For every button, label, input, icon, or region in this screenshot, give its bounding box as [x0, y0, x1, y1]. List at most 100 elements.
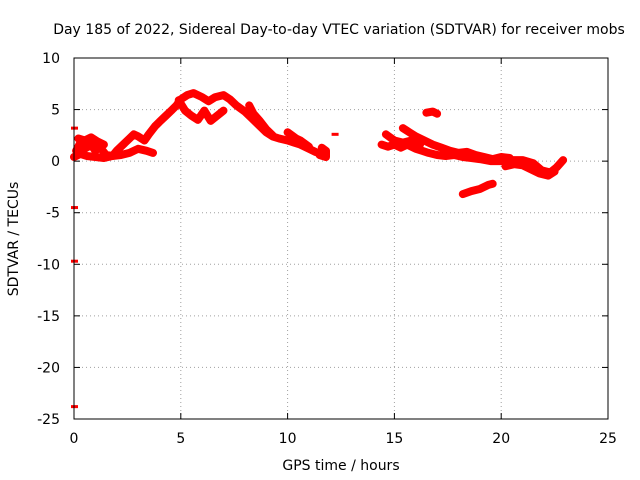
x-axis-label: GPS time / hours — [282, 458, 399, 474]
data-point — [454, 149, 462, 157]
y-tick-label: -5 — [46, 206, 60, 222]
data-point — [442, 152, 450, 160]
data-point — [220, 91, 228, 99]
data-point — [480, 153, 488, 161]
data-point — [422, 109, 430, 117]
data-point — [284, 137, 292, 145]
data-point — [529, 159, 537, 167]
data-point — [322, 147, 330, 155]
data-point — [412, 132, 420, 140]
data-point — [519, 161, 527, 169]
data-point — [405, 128, 413, 136]
data-point — [119, 141, 127, 149]
data-point — [241, 108, 249, 116]
data-point — [446, 147, 454, 155]
data-point — [220, 107, 228, 115]
chart-title: Day 185 of 2022, Sidereal Day-to-day VTE… — [53, 22, 625, 38]
data-point — [149, 149, 157, 157]
y-tick-label: -10 — [37, 257, 60, 273]
data-point — [91, 153, 99, 161]
data-point — [76, 150, 84, 158]
data-point — [399, 124, 407, 132]
data-point — [262, 125, 270, 133]
data-point — [143, 147, 151, 155]
x-tick-label: 15 — [385, 431, 403, 447]
data-point — [418, 147, 426, 155]
y-tick-label: 10 — [42, 51, 60, 67]
data-point — [100, 154, 108, 162]
data-point — [510, 160, 518, 168]
data-point — [506, 154, 514, 162]
data-point — [256, 117, 264, 125]
plot-frame — [73, 57, 609, 420]
data-point — [187, 112, 195, 120]
data-point — [269, 131, 277, 139]
x-tick-label: 5 — [176, 431, 185, 447]
data-point — [226, 95, 234, 103]
data-point — [81, 137, 89, 145]
x-tick-label: 0 — [70, 431, 79, 447]
data-point — [93, 138, 101, 146]
data-point — [213, 112, 221, 120]
y-tick-label: 0 — [51, 154, 60, 170]
data-point — [382, 130, 390, 138]
data-point — [175, 96, 183, 104]
data-point — [155, 118, 163, 126]
data-point — [162, 112, 170, 120]
data-point — [140, 137, 148, 145]
data-point — [467, 187, 475, 195]
data-point — [108, 152, 116, 160]
data-point — [145, 130, 153, 138]
data-point — [200, 107, 208, 115]
data-point — [81, 145, 89, 153]
data-point — [134, 132, 142, 140]
y-tick-label: -20 — [37, 360, 60, 376]
data-point — [489, 155, 497, 163]
data-point — [497, 153, 505, 161]
data-point — [117, 151, 125, 159]
data-point — [544, 172, 552, 180]
data-point — [83, 152, 91, 160]
data-point — [476, 185, 484, 193]
data-point — [245, 101, 253, 109]
data-point — [207, 117, 215, 125]
data-point — [378, 141, 386, 149]
data-point — [331, 132, 339, 136]
x-tick-label: 25 — [599, 431, 617, 447]
data-point — [87, 133, 95, 141]
data-point — [211, 93, 219, 101]
data-point — [305, 143, 313, 151]
data-point — [205, 97, 213, 105]
data-point — [126, 149, 134, 157]
data-point — [100, 141, 108, 149]
data-point — [551, 167, 559, 175]
axis-ticks: 0 5 10 15 20 25 -25 -20 -15 -10 -5 0 5 10 — [37, 51, 617, 447]
data-point — [559, 156, 567, 164]
data-point — [501, 162, 509, 170]
data-point — [134, 145, 142, 153]
data-point — [190, 89, 198, 97]
x-tick-label: 20 — [492, 431, 510, 447]
data-point — [322, 153, 330, 161]
data-point — [181, 107, 189, 115]
data-point — [74, 134, 82, 142]
data-point — [183, 91, 191, 99]
data-point — [316, 151, 324, 159]
data-band-segment — [72, 89, 326, 160]
data-point — [275, 134, 283, 142]
data-point — [437, 144, 445, 152]
data-point — [429, 141, 437, 149]
data-point — [425, 149, 433, 157]
data-point — [536, 170, 544, 178]
data-series-sdtvar — [70, 89, 568, 409]
y-axis-label: SDTVAR / TECUs — [6, 182, 22, 297]
data-point — [390, 137, 398, 145]
data-point — [198, 93, 206, 101]
data-point — [420, 137, 428, 145]
data-point — [472, 151, 480, 159]
data-point — [463, 148, 471, 156]
data-point — [489, 180, 497, 188]
data-point — [232, 101, 240, 109]
data-point — [433, 110, 441, 118]
